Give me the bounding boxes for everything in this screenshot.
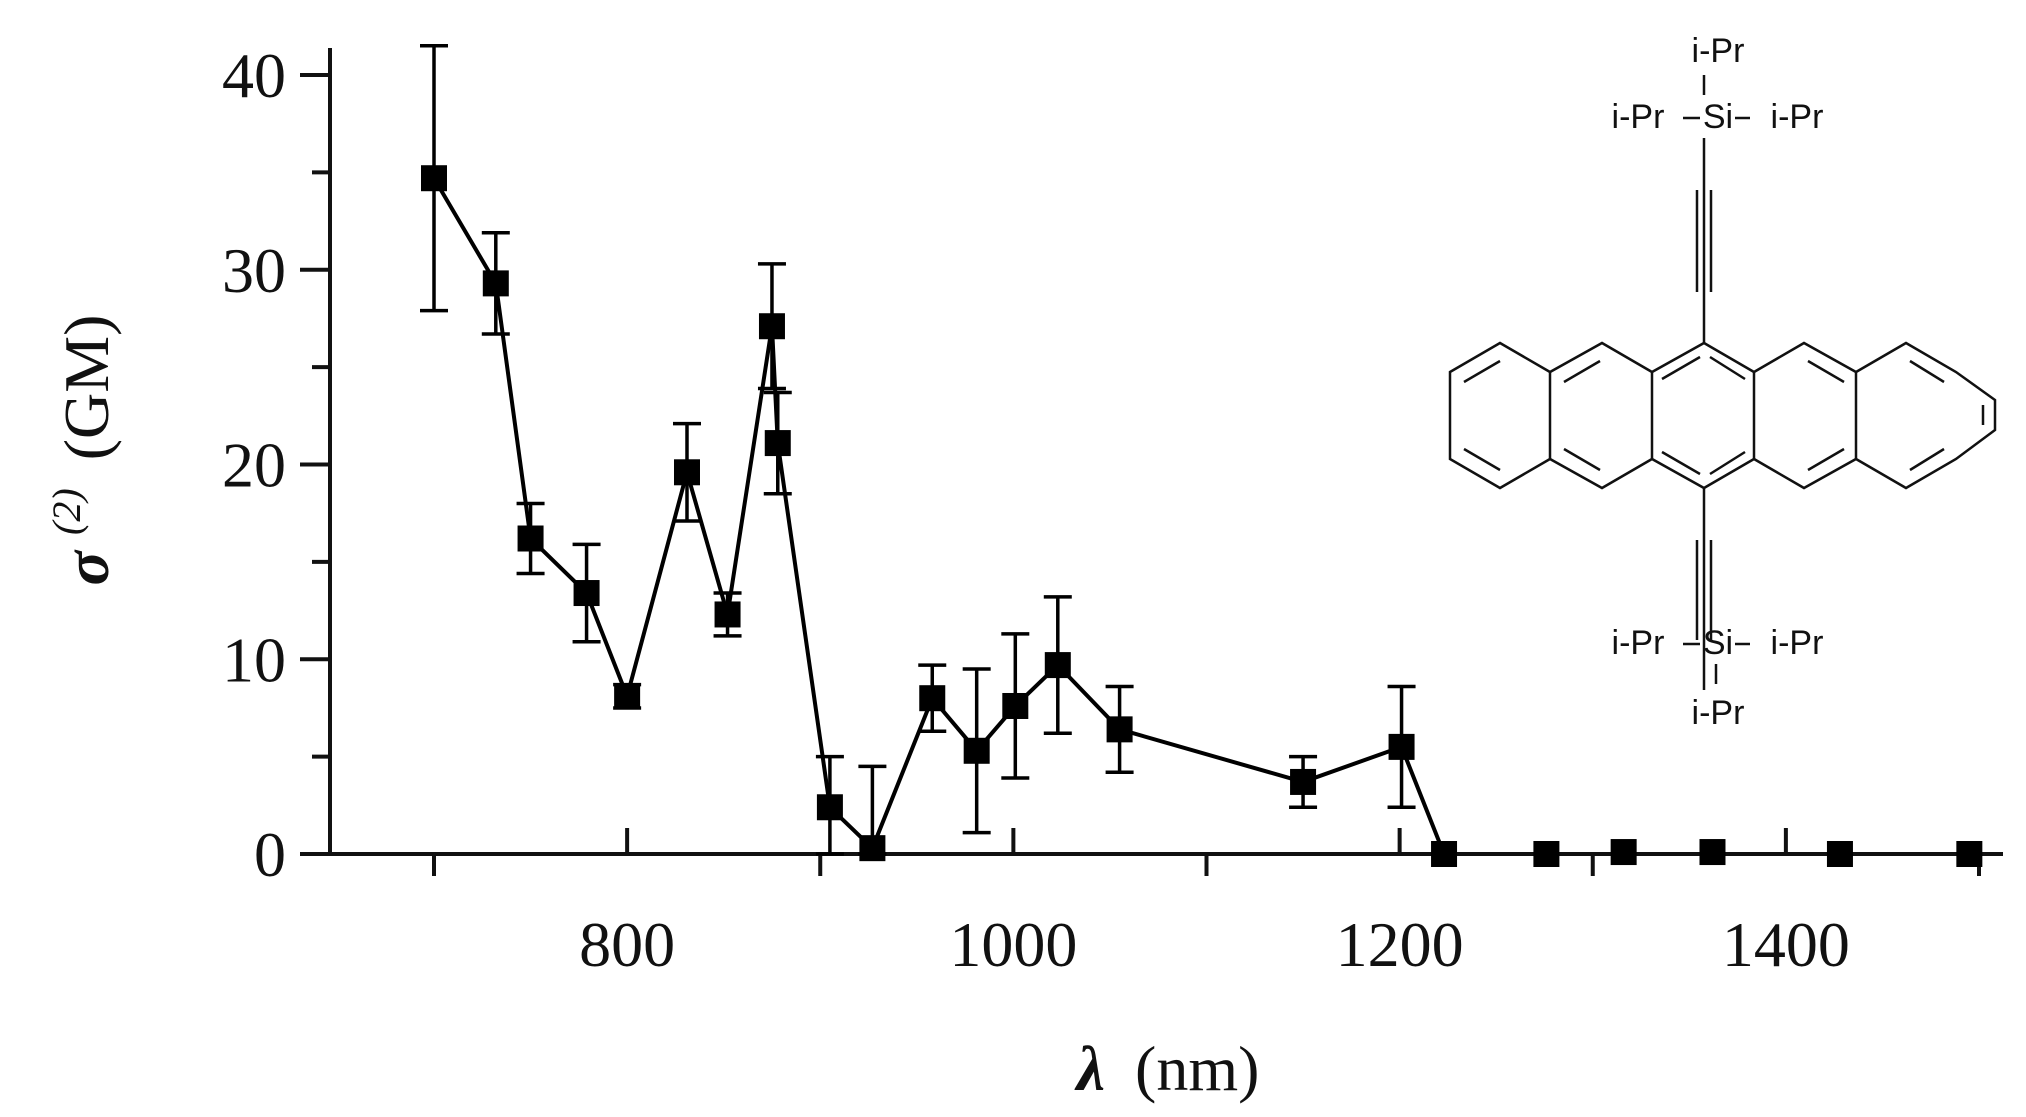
data-point-marker bbox=[816, 794, 843, 821]
top-silicon-label: Si bbox=[1703, 98, 1733, 136]
ring-double-bond bbox=[1463, 447, 1501, 472]
series-line bbox=[432, 177, 1446, 855]
data-point-marker bbox=[1533, 841, 1560, 867]
data-point-marker bbox=[573, 580, 600, 607]
x-tick-label: 1000 bbox=[949, 909, 1077, 980]
data-point-marker bbox=[1699, 839, 1726, 866]
ring-double-bond bbox=[1661, 355, 1701, 381]
data-point-marker bbox=[1002, 692, 1029, 719]
x-axis-unit: (nm) bbox=[1135, 1033, 1259, 1104]
data-point-marker bbox=[614, 683, 641, 710]
data-point-marker bbox=[421, 165, 447, 192]
data-point-marker bbox=[1290, 768, 1317, 795]
data-point-marker bbox=[758, 313, 785, 340]
data-point-marker bbox=[764, 430, 791, 457]
x-axis-label: λ (nm) bbox=[1074, 1033, 1260, 1104]
ring-double-bond bbox=[1709, 450, 1746, 476]
molecule-structure bbox=[1448, 75, 1997, 690]
x-tick-label: 1200 bbox=[1336, 909, 1464, 980]
y-tick-label: 10 bbox=[222, 624, 286, 695]
bottom-substituent-label: i-Pr bbox=[1692, 694, 1745, 732]
y-axis-superscript: (2) bbox=[44, 488, 89, 535]
y-axis-label: σ (2) (GM) bbox=[23, 315, 122, 586]
y-axis-symbol: σ bbox=[51, 549, 122, 585]
data-point-marker bbox=[1431, 841, 1458, 867]
data-point-marker bbox=[963, 737, 990, 764]
ring-double-bond bbox=[1661, 450, 1701, 476]
svg-text:σ (2) (GM): σ (2) (GM) bbox=[23, 315, 122, 586]
y-tick-label: 0 bbox=[254, 819, 286, 890]
ring-double-bond bbox=[1463, 359, 1501, 384]
data-point-marker bbox=[1106, 716, 1133, 743]
top-left-substituent-label: i-Pr bbox=[1612, 98, 1665, 136]
y-tick-label: 20 bbox=[222, 430, 286, 501]
bottom-left-substituent-label: i-Pr bbox=[1612, 624, 1665, 662]
top-right-substituent-label: i-Pr bbox=[1771, 98, 1824, 136]
ring-double-bond bbox=[1807, 447, 1845, 472]
data-point-marker bbox=[1388, 733, 1415, 760]
tick-labels: 800 1000 1200 1400 0 10 20 30 40 bbox=[222, 40, 1850, 980]
x-tick-label: 1400 bbox=[1722, 909, 1850, 980]
molecule-labels: i-Pr i-Pr Si i-Pr i-Pr Si i-Pr i-Pr bbox=[1612, 32, 1824, 732]
data-point-marker bbox=[1956, 841, 1983, 867]
bottom-silicon-label: Si bbox=[1703, 624, 1733, 662]
data-point-marker bbox=[859, 835, 886, 862]
data-point-marker bbox=[1610, 839, 1637, 866]
ring-double-bond bbox=[1563, 359, 1601, 384]
error-bars bbox=[420, 44, 1416, 856]
chart-axes bbox=[328, 48, 2003, 856]
ring-double-bond bbox=[1709, 355, 1746, 381]
data-markers bbox=[421, 165, 1983, 867]
top-substituent-label: i-Pr bbox=[1692, 32, 1745, 70]
ring-double-bond bbox=[1909, 359, 1945, 384]
bottom-right-substituent-label: i-Pr bbox=[1771, 624, 1824, 662]
x-axis-symbol: λ bbox=[1074, 1033, 1105, 1104]
series-lines bbox=[432, 177, 1446, 855]
y-tick-label: 30 bbox=[222, 235, 286, 306]
data-point-marker bbox=[673, 459, 700, 486]
y-tick-label: 40 bbox=[222, 40, 286, 111]
ring-double-bond bbox=[1909, 447, 1945, 472]
data-point-marker bbox=[482, 270, 509, 297]
x-tick-label: 800 bbox=[579, 909, 675, 980]
data-point-marker bbox=[1826, 841, 1853, 867]
y-axis-unit: (GM) bbox=[51, 315, 122, 461]
data-point-marker bbox=[714, 601, 741, 628]
data-point-marker bbox=[919, 685, 946, 712]
data-point-marker bbox=[517, 525, 544, 552]
ring-double-bond bbox=[1807, 359, 1845, 384]
ring-double-bond bbox=[1563, 447, 1601, 472]
data-point-marker bbox=[1044, 652, 1071, 679]
